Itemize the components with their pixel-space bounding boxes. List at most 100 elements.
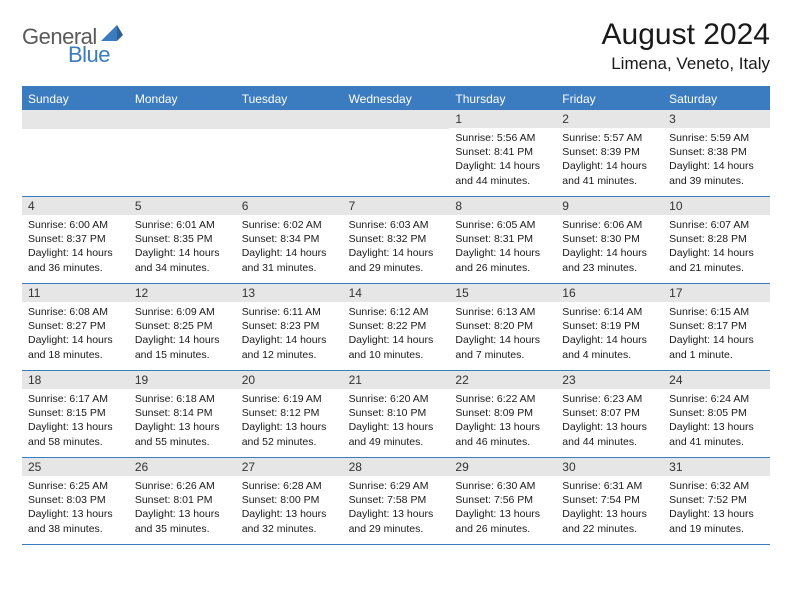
daylight-line1: Daylight: 13 hours (455, 420, 550, 434)
day-number: 23 (556, 371, 663, 389)
calendar: SundayMondayTuesdayWednesdayThursdayFrid… (22, 86, 770, 545)
day-details: Sunrise: 6:23 AMSunset: 8:07 PMDaylight:… (556, 389, 663, 453)
sunrise-text: Sunrise: 6:15 AM (669, 305, 764, 319)
daylight-line2: and 29 minutes. (349, 522, 444, 536)
day-number: 26 (129, 458, 236, 476)
day-details: Sunrise: 6:24 AMSunset: 8:05 PMDaylight:… (663, 389, 770, 453)
weekday-thursday: Thursday (449, 88, 556, 110)
sunrise-text: Sunrise: 6:01 AM (135, 218, 230, 232)
daylight-line2: and 10 minutes. (349, 348, 444, 362)
sunset-text: Sunset: 8:28 PM (669, 232, 764, 246)
day-number: 14 (343, 284, 450, 302)
daylight-line2: and 46 minutes. (455, 435, 550, 449)
day-details: Sunrise: 6:26 AMSunset: 8:01 PMDaylight:… (129, 476, 236, 540)
daylight-line1: Daylight: 14 hours (135, 246, 230, 260)
daylight-line2: and 41 minutes. (562, 174, 657, 188)
day-number-bar-empty (22, 110, 129, 129)
day-number: 8 (449, 197, 556, 215)
daylight-line1: Daylight: 13 hours (669, 420, 764, 434)
sunrise-text: Sunrise: 5:56 AM (455, 131, 550, 145)
sunrise-text: Sunrise: 6:13 AM (455, 305, 550, 319)
daylight-line1: Daylight: 14 hours (562, 333, 657, 347)
day-details: Sunrise: 6:19 AMSunset: 8:12 PMDaylight:… (236, 389, 343, 453)
daylight-line2: and 1 minute. (669, 348, 764, 362)
day-details: Sunrise: 5:59 AMSunset: 8:38 PMDaylight:… (663, 128, 770, 192)
day-details: Sunrise: 6:15 AMSunset: 8:17 PMDaylight:… (663, 302, 770, 366)
daylight-line2: and 58 minutes. (28, 435, 123, 449)
sunrise-text: Sunrise: 6:19 AM (242, 392, 337, 406)
day-number: 16 (556, 284, 663, 302)
daylight-line1: Daylight: 13 hours (349, 507, 444, 521)
day-details: Sunrise: 6:32 AMSunset: 7:52 PMDaylight:… (663, 476, 770, 540)
daylight-line1: Daylight: 13 hours (135, 420, 230, 434)
day-cell: 4Sunrise: 6:00 AMSunset: 8:37 PMDaylight… (22, 197, 129, 283)
sunset-text: Sunset: 8:25 PM (135, 319, 230, 333)
day-number: 12 (129, 284, 236, 302)
day-number-bar-empty (236, 110, 343, 129)
day-number: 20 (236, 371, 343, 389)
daylight-line2: and 41 minutes. (669, 435, 764, 449)
daylight-line1: Daylight: 14 hours (28, 246, 123, 260)
daylight-line1: Daylight: 13 hours (455, 507, 550, 521)
day-details: Sunrise: 6:17 AMSunset: 8:15 PMDaylight:… (22, 389, 129, 453)
sunrise-text: Sunrise: 6:11 AM (242, 305, 337, 319)
daylight-line1: Daylight: 14 hours (455, 333, 550, 347)
sunset-text: Sunset: 8:10 PM (349, 406, 444, 420)
sunrise-text: Sunrise: 6:08 AM (28, 305, 123, 319)
day-number: 10 (663, 197, 770, 215)
sunset-text: Sunset: 8:00 PM (242, 493, 337, 507)
sunrise-text: Sunrise: 6:28 AM (242, 479, 337, 493)
location-label: Limena, Veneto, Italy (602, 54, 770, 74)
day-cell (236, 110, 343, 196)
sunset-text: Sunset: 8:14 PM (135, 406, 230, 420)
sunset-text: Sunset: 7:52 PM (669, 493, 764, 507)
day-number: 2 (556, 110, 663, 128)
day-number: 5 (129, 197, 236, 215)
day-details: Sunrise: 5:56 AMSunset: 8:41 PMDaylight:… (449, 128, 556, 192)
weekday-sunday: Sunday (22, 88, 129, 110)
sunset-text: Sunset: 7:56 PM (455, 493, 550, 507)
sunrise-text: Sunrise: 6:05 AM (455, 218, 550, 232)
day-cell: 30Sunrise: 6:31 AMSunset: 7:54 PMDayligh… (556, 458, 663, 544)
day-details: Sunrise: 6:01 AMSunset: 8:35 PMDaylight:… (129, 215, 236, 279)
sunset-text: Sunset: 8:31 PM (455, 232, 550, 246)
sunset-text: Sunset: 8:41 PM (455, 145, 550, 159)
day-number: 13 (236, 284, 343, 302)
day-number: 22 (449, 371, 556, 389)
sunset-text: Sunset: 8:03 PM (28, 493, 123, 507)
header: General August 2024 Limena, Veneto, Ital… (22, 18, 770, 74)
sunrise-text: Sunrise: 6:17 AM (28, 392, 123, 406)
daylight-line1: Daylight: 14 hours (349, 246, 444, 260)
daylight-line1: Daylight: 14 hours (242, 333, 337, 347)
day-details: Sunrise: 6:28 AMSunset: 8:00 PMDaylight:… (236, 476, 343, 540)
day-cell: 31Sunrise: 6:32 AMSunset: 7:52 PMDayligh… (663, 458, 770, 544)
sunset-text: Sunset: 8:01 PM (135, 493, 230, 507)
daylight-line1: Daylight: 13 hours (349, 420, 444, 434)
sunset-text: Sunset: 8:23 PM (242, 319, 337, 333)
daylight-line1: Daylight: 14 hours (242, 246, 337, 260)
day-number: 15 (449, 284, 556, 302)
sunrise-text: Sunrise: 6:22 AM (455, 392, 550, 406)
day-number: 27 (236, 458, 343, 476)
sunset-text: Sunset: 8:38 PM (669, 145, 764, 159)
day-number: 17 (663, 284, 770, 302)
day-cell: 17Sunrise: 6:15 AMSunset: 8:17 PMDayligh… (663, 284, 770, 370)
day-cell: 6Sunrise: 6:02 AMSunset: 8:34 PMDaylight… (236, 197, 343, 283)
day-number: 9 (556, 197, 663, 215)
sunrise-text: Sunrise: 6:30 AM (455, 479, 550, 493)
daylight-line1: Daylight: 14 hours (669, 333, 764, 347)
weekday-saturday: Saturday (663, 88, 770, 110)
week-row: 25Sunrise: 6:25 AMSunset: 8:03 PMDayligh… (22, 458, 770, 545)
day-details: Sunrise: 6:00 AMSunset: 8:37 PMDaylight:… (22, 215, 129, 279)
daylight-line2: and 49 minutes. (349, 435, 444, 449)
daylight-line2: and 21 minutes. (669, 261, 764, 275)
day-cell: 18Sunrise: 6:17 AMSunset: 8:15 PMDayligh… (22, 371, 129, 457)
sunrise-text: Sunrise: 6:03 AM (349, 218, 444, 232)
daylight-line1: Daylight: 14 hours (455, 159, 550, 173)
day-number: 31 (663, 458, 770, 476)
week-row: 1Sunrise: 5:56 AMSunset: 8:41 PMDaylight… (22, 110, 770, 197)
day-cell: 11Sunrise: 6:08 AMSunset: 8:27 PMDayligh… (22, 284, 129, 370)
day-details: Sunrise: 6:29 AMSunset: 7:58 PMDaylight:… (343, 476, 450, 540)
daylight-line2: and 22 minutes. (562, 522, 657, 536)
day-number: 7 (343, 197, 450, 215)
